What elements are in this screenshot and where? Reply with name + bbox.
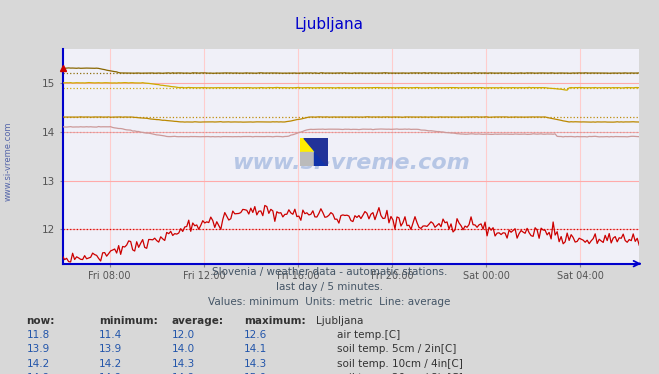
- Bar: [314, 138, 328, 153]
- Text: now:: now:: [26, 316, 55, 326]
- Text: minimum:: minimum:: [99, 316, 158, 326]
- Text: maximum:: maximum:: [244, 316, 306, 326]
- Bar: [300, 138, 314, 153]
- Text: 14.2: 14.2: [99, 359, 122, 369]
- Polygon shape: [304, 138, 328, 166]
- Text: www.si-vreme.com: www.si-vreme.com: [3, 121, 13, 200]
- Text: 14.3: 14.3: [171, 359, 194, 369]
- Text: last day / 5 minutes.: last day / 5 minutes.: [276, 282, 383, 292]
- Text: 14.9: 14.9: [171, 373, 194, 374]
- Text: 14.9: 14.9: [99, 373, 122, 374]
- Bar: [300, 153, 314, 166]
- Text: www.si-vreme.com: www.si-vreme.com: [232, 153, 470, 172]
- Text: 13.9: 13.9: [99, 344, 122, 355]
- Text: 14.1: 14.1: [244, 344, 267, 355]
- Text: Ljubljana: Ljubljana: [316, 316, 364, 326]
- Text: average:: average:: [171, 316, 223, 326]
- Text: 14.2: 14.2: [26, 359, 49, 369]
- Bar: [314, 153, 328, 166]
- Text: 11.8: 11.8: [26, 330, 49, 340]
- Text: 12.6: 12.6: [244, 330, 267, 340]
- Text: Ljubljana: Ljubljana: [295, 17, 364, 32]
- Text: 14.0: 14.0: [171, 344, 194, 355]
- Text: soil temp. 20cm / 8in[C]: soil temp. 20cm / 8in[C]: [337, 373, 463, 374]
- Text: 13.9: 13.9: [26, 344, 49, 355]
- Text: 15.0: 15.0: [244, 373, 267, 374]
- Text: soil temp. 10cm / 4in[C]: soil temp. 10cm / 4in[C]: [337, 359, 463, 369]
- Text: Values: minimum  Units: metric  Line: average: Values: minimum Units: metric Line: aver…: [208, 297, 451, 307]
- Text: 14.9: 14.9: [26, 373, 49, 374]
- Text: 11.4: 11.4: [99, 330, 122, 340]
- Text: 12.0: 12.0: [171, 330, 194, 340]
- Text: Slovenia / weather data - automatic stations.: Slovenia / weather data - automatic stat…: [212, 267, 447, 278]
- Text: soil temp. 5cm / 2in[C]: soil temp. 5cm / 2in[C]: [337, 344, 457, 355]
- Text: air temp.[C]: air temp.[C]: [337, 330, 401, 340]
- Text: 14.3: 14.3: [244, 359, 267, 369]
